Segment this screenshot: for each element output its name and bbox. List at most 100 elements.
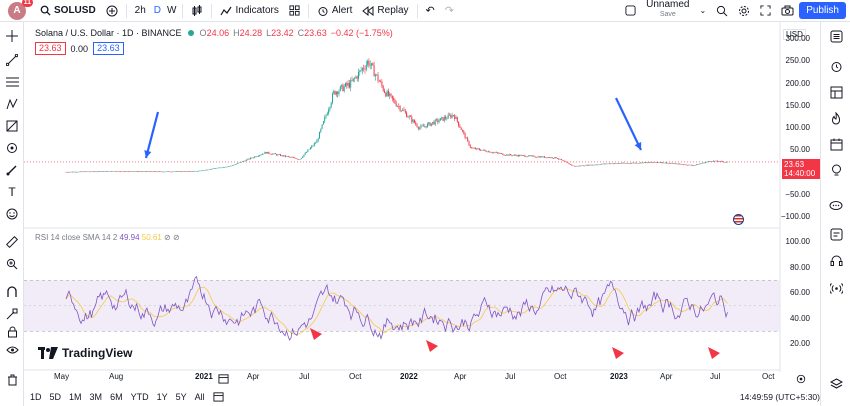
range-button-all[interactable]: All — [194, 392, 205, 402]
candle-body — [111, 171, 112, 172]
compare-button[interactable] — [101, 0, 123, 22]
layout-square-button[interactable] — [620, 0, 641, 22]
sell-price-box[interactable]: 23.63 — [35, 42, 66, 55]
calendar-icon[interactable] — [828, 136, 844, 152]
trash-icon[interactable] — [4, 372, 20, 388]
layers-icon[interactable] — [828, 376, 844, 392]
alert-button[interactable]: Alert — [312, 0, 358, 22]
zoom-in-icon[interactable] — [4, 256, 20, 272]
broadcast-icon[interactable] — [828, 280, 844, 296]
range-picker-icon[interactable] — [213, 391, 224, 404]
pattern-icon[interactable] — [4, 96, 20, 112]
layout-name-button[interactable]: Unnamed Save — [641, 0, 694, 22]
chart-settings-icon[interactable] — [796, 371, 806, 389]
crosshair-icon[interactable] — [4, 28, 20, 44]
layouts-button[interactable] — [284, 0, 305, 22]
magnet-icon[interactable] — [4, 284, 20, 300]
range-button-1d[interactable]: 1D — [30, 392, 42, 402]
candle-body — [135, 171, 137, 172]
watchlist-icon[interactable] — [828, 28, 844, 44]
symbol-search[interactable]: SOLUSD — [35, 0, 101, 22]
candle-body — [164, 171, 166, 173]
trend-line-icon[interactable] — [4, 52, 20, 68]
candle-body — [308, 149, 310, 151]
emoji-icon[interactable] — [4, 206, 20, 222]
fullscreen-button[interactable] — [755, 0, 776, 22]
text-tool-icon[interactable]: T — [8, 185, 16, 199]
clock[interactable]: 14:49:59 (UTC+5:30) — [739, 392, 820, 402]
candle-body — [99, 171, 101, 172]
account-avatar[interactable]: A 11 — [0, 0, 33, 22]
candle-body — [671, 163, 673, 164]
rsi-legend[interactable]: RSI 14 close SMA 14 2 49.94 50.61 ⊘ ⊘ — [35, 233, 180, 242]
publish-button[interactable]: Publish — [799, 2, 846, 19]
candle-body — [296, 158, 298, 160]
interval-d[interactable]: D — [153, 5, 162, 16]
indicators-button[interactable]: Indicators — [215, 0, 283, 22]
chat-bubbles-icon[interactable] — [828, 198, 844, 214]
range-button-5y[interactable]: 5Y — [175, 392, 187, 402]
hotlist-flame-icon[interactable] — [828, 110, 844, 126]
candle-body — [524, 155, 526, 157]
candle-body — [423, 125, 424, 127]
rsi-tick-label: 40.00 — [789, 313, 810, 323]
candle-body — [599, 164, 601, 165]
ideas-stream-icon[interactable] — [828, 226, 844, 242]
range-button-6m[interactable]: 6M — [110, 392, 123, 402]
range-button-3m[interactable]: 3M — [89, 392, 103, 402]
candle-body — [365, 64, 367, 70]
stay-drawing-icon[interactable] — [4, 306, 20, 322]
price-chart[interactable] — [24, 22, 820, 372]
replay-button[interactable]: Replay — [357, 0, 413, 22]
candle-body — [321, 124, 323, 129]
avatar-letter: A — [13, 5, 21, 16]
horizontal-lines-icon[interactable] — [4, 74, 20, 90]
prediction-icon[interactable] — [4, 140, 20, 156]
goto-date-icon[interactable] — [218, 371, 229, 389]
range-button-ytd[interactable]: YTD — [130, 392, 149, 402]
alarm-clock-icon[interactable] — [828, 58, 844, 74]
ruler-grid-icon[interactable] — [4, 118, 20, 134]
candle-body — [125, 171, 127, 173]
interval-2h[interactable]: 2h — [134, 5, 146, 16]
chart-type-button[interactable] — [186, 0, 208, 22]
candle-body — [489, 151, 491, 153]
buy-price-box[interactable]: 23.63 — [93, 42, 124, 55]
redo-button[interactable]: ↷ — [440, 0, 459, 22]
time-axis[interactable]: May Aug 2021 Apr Jul Oct 2022 Apr Jul Oct 2023 Apr J… — [26, 372, 780, 384]
candle-body — [380, 81, 382, 83]
layout-menu-button[interactable]: ⌄ — [694, 0, 711, 22]
currency-selector[interactable]: USD — [783, 29, 806, 40]
eye-icon[interactable] — [4, 342, 20, 358]
candle-body — [404, 111, 406, 113]
candle-body — [438, 120, 440, 123]
candle-body — [256, 156, 258, 157]
range-button-1m[interactable]: 1M — [69, 392, 82, 402]
candle-body — [328, 109, 330, 114]
candle-body — [582, 165, 584, 167]
interval-w[interactable]: W — [167, 5, 177, 16]
settings-button[interactable] — [733, 0, 755, 22]
high-label: H — [233, 28, 240, 38]
indicators-label: Indicators — [235, 5, 279, 16]
range-button-5d[interactable]: 5D — [49, 392, 62, 402]
range-button-1y[interactable]: 1Y — [156, 392, 168, 402]
headset-icon[interactable] — [828, 252, 844, 268]
lock-icon[interactable] — [4, 324, 20, 340]
candle-body — [160, 171, 162, 173]
candle-body — [281, 155, 283, 156]
undo-button[interactable]: ↶ — [421, 0, 440, 22]
brush-icon[interactable] — [4, 162, 20, 178]
candle-body — [185, 171, 187, 172]
lightbulb-icon[interactable] — [828, 162, 844, 178]
candle-body — [454, 115, 456, 119]
candle-body — [433, 122, 435, 125]
quick-search-button[interactable] — [711, 0, 733, 22]
series-legend[interactable]: Solana / U.S. Dollar · 1D · BINANCE O 24.… — [35, 28, 397, 38]
data-window-icon[interactable] — [828, 84, 844, 100]
candle-body — [147, 171, 149, 172]
avatar[interactable]: A 11 — [8, 0, 33, 20]
snapshot-button[interactable] — [776, 0, 799, 22]
measure-icon[interactable] — [4, 234, 20, 250]
candle-body — [165, 171, 167, 173]
